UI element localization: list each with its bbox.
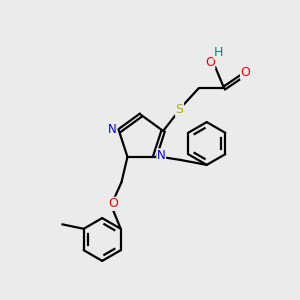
Text: N: N [157, 149, 166, 162]
Text: S: S [176, 103, 184, 116]
Text: O: O [109, 197, 118, 210]
Text: O: O [241, 66, 250, 79]
Text: O: O [205, 56, 215, 69]
Text: N: N [108, 123, 117, 136]
Text: H: H [214, 46, 224, 59]
